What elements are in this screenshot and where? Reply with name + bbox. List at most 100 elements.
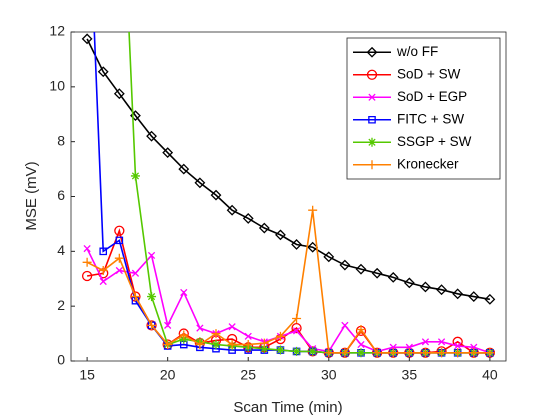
point-marker bbox=[437, 348, 446, 357]
y-tick-label: 12 bbox=[49, 23, 65, 39]
series-line bbox=[86, 248, 491, 354]
point-marker bbox=[340, 348, 350, 358]
point-marker bbox=[98, 266, 108, 276]
point-marker bbox=[147, 320, 157, 330]
point-marker bbox=[469, 348, 478, 357]
point-marker bbox=[130, 292, 140, 302]
point-marker bbox=[196, 324, 204, 332]
x-tick-label: 40 bbox=[482, 367, 498, 383]
point-marker bbox=[179, 340, 188, 349]
point-marker bbox=[452, 288, 464, 300]
point-marker bbox=[485, 348, 495, 358]
legend-marker bbox=[367, 160, 377, 170]
point-marker bbox=[226, 204, 238, 216]
point-marker bbox=[83, 244, 91, 253]
x-tick-label: 30 bbox=[321, 367, 337, 383]
point-marker bbox=[180, 288, 188, 297]
point-marker bbox=[356, 348, 366, 358]
point-marker bbox=[341, 321, 349, 329]
legend-label: SoD + EGP bbox=[397, 89, 467, 104]
point-marker bbox=[130, 171, 140, 181]
point-marker bbox=[131, 269, 140, 277]
x-tick-label: 25 bbox=[240, 367, 256, 383]
point-marker bbox=[99, 247, 108, 256]
point-marker bbox=[115, 266, 123, 275]
point-marker bbox=[146, 130, 157, 142]
point-marker bbox=[454, 342, 462, 350]
point-marker bbox=[341, 348, 349, 357]
y-tick-label: 8 bbox=[57, 132, 65, 148]
point-marker bbox=[484, 293, 496, 305]
point-marker bbox=[242, 213, 254, 224]
point-marker bbox=[178, 163, 190, 175]
point-marker bbox=[81, 270, 93, 282]
point-marker bbox=[292, 327, 301, 335]
point-marker bbox=[420, 281, 431, 293]
y-tick-label: 4 bbox=[57, 242, 65, 258]
point-marker bbox=[324, 348, 333, 357]
point-marker bbox=[275, 333, 286, 345]
point-marker bbox=[308, 347, 317, 356]
point-marker bbox=[259, 338, 269, 348]
point-marker bbox=[420, 348, 430, 358]
point-marker bbox=[291, 239, 302, 250]
point-marker bbox=[81, 33, 93, 45]
legend-label: FITC + SW bbox=[397, 111, 464, 126]
point-marker bbox=[162, 147, 174, 159]
point-marker bbox=[227, 340, 237, 350]
point-marker bbox=[371, 267, 383, 279]
point-marker bbox=[211, 340, 221, 350]
point-marker bbox=[469, 348, 479, 358]
point-marker bbox=[82, 257, 92, 267]
x-tick-label: 15 bbox=[79, 367, 95, 383]
point-marker bbox=[275, 229, 286, 241]
legend-marker bbox=[366, 69, 378, 80]
x-tick-label: 35 bbox=[402, 367, 418, 383]
x-axis-label: Scan Time (min) bbox=[233, 399, 342, 416]
point-marker bbox=[243, 340, 253, 350]
point-marker bbox=[356, 324, 366, 334]
point-marker bbox=[179, 330, 189, 340]
point-marker bbox=[211, 329, 221, 339]
point-marker bbox=[228, 323, 236, 331]
point-marker bbox=[292, 347, 301, 356]
legend-marker bbox=[366, 46, 378, 58]
point-marker bbox=[486, 348, 494, 357]
point-marker bbox=[468, 291, 480, 302]
legend-label: w/o FF bbox=[396, 44, 438, 59]
point-marker bbox=[357, 340, 365, 349]
point-marker bbox=[372, 348, 382, 358]
point-marker bbox=[453, 348, 462, 357]
point-marker bbox=[113, 88, 125, 100]
point-marker bbox=[147, 292, 157, 302]
point-marker bbox=[339, 259, 351, 271]
point-marker bbox=[308, 205, 318, 215]
series-line bbox=[86, 38, 491, 301]
point-marker bbox=[244, 332, 252, 340]
point-marker bbox=[114, 225, 125, 236]
point-marker bbox=[453, 348, 463, 358]
point-marker bbox=[275, 331, 285, 341]
point-marker bbox=[258, 222, 270, 234]
point-marker bbox=[195, 340, 205, 350]
legend-marker bbox=[367, 137, 377, 147]
legend-marker bbox=[368, 115, 376, 124]
point-marker bbox=[403, 277, 415, 289]
point-marker bbox=[388, 348, 398, 358]
point-marker bbox=[307, 241, 319, 253]
legend-label: Kronecker bbox=[397, 156, 459, 171]
point-marker bbox=[355, 263, 367, 275]
point-marker bbox=[99, 277, 107, 286]
point-marker bbox=[292, 346, 302, 356]
point-marker bbox=[323, 251, 335, 263]
y-tick-label: 2 bbox=[57, 297, 65, 313]
legend-box bbox=[346, 37, 501, 180]
legend-marker bbox=[368, 93, 376, 101]
point-marker bbox=[210, 189, 222, 201]
plot-layer bbox=[81, 32, 496, 358]
legend-label: SoD + SW bbox=[397, 66, 461, 81]
y-axis-label: MSE (mV) bbox=[23, 161, 40, 230]
point-marker bbox=[308, 346, 318, 356]
point-marker bbox=[292, 314, 302, 324]
point-marker bbox=[97, 66, 109, 78]
